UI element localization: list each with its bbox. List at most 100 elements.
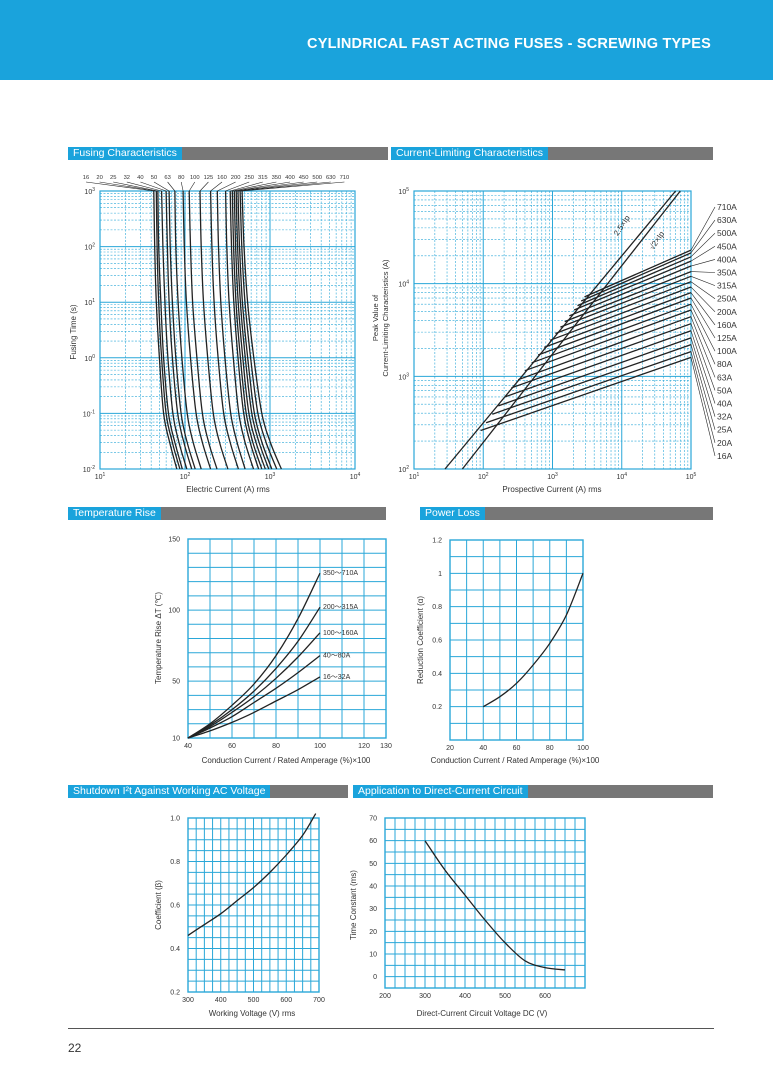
label-leader-line bbox=[690, 316, 716, 378]
label-leader-line bbox=[153, 181, 170, 192]
chart-temperature bbox=[187, 538, 387, 739]
x-tick-label: 40 bbox=[184, 743, 192, 750]
y-axis-title: Current-Limiting Characteristics (A) bbox=[381, 259, 390, 377]
x-tick-label: 200 bbox=[379, 993, 391, 1000]
label-leader-line bbox=[210, 181, 223, 192]
x-tick-label: 105 bbox=[686, 472, 697, 481]
section-title: Application to Direct-Current Circuit bbox=[353, 785, 528, 798]
series-label: 16A bbox=[717, 451, 732, 461]
series-label: 350～710A bbox=[323, 570, 358, 577]
x-tick-label: 400 bbox=[459, 993, 471, 1000]
chart-shutdown bbox=[187, 813, 320, 993]
fusing-curve bbox=[160, 190, 188, 470]
label-leader-line bbox=[690, 357, 716, 456]
section-header-dc: Application to Direct-Current Circuit bbox=[353, 785, 713, 798]
x-tick-label: 120 bbox=[358, 743, 370, 750]
guide-line bbox=[461, 190, 681, 470]
fusing-top-label: 32 bbox=[124, 175, 130, 181]
series-label: 20A bbox=[717, 438, 732, 448]
label-leader-line bbox=[199, 181, 209, 192]
limiting-curve bbox=[517, 316, 692, 381]
fusing-top-label: 40 bbox=[137, 175, 143, 181]
fusing-curve bbox=[233, 190, 266, 470]
fusing-top-label: 20 bbox=[96, 175, 102, 181]
series-label: 100A bbox=[717, 346, 737, 356]
fusing-curve bbox=[229, 190, 260, 470]
x-tick-label: 600 bbox=[539, 993, 551, 1000]
header-banner: CYLINDRICAL FAST ACTING FUSES - SCREWING… bbox=[0, 0, 773, 80]
series-label: 400A bbox=[717, 254, 737, 264]
y-tick-label: 102 bbox=[84, 243, 95, 252]
y-axis-title: Temperature Rise ΔT (℃) bbox=[154, 592, 163, 684]
temperature-curve bbox=[187, 606, 321, 739]
fusing-top-label: 200 bbox=[231, 175, 241, 181]
x-tick-label: 400 bbox=[215, 997, 227, 1004]
y-axis-title: Reduction Coefficient (α) bbox=[416, 596, 425, 684]
limiting-curve bbox=[485, 350, 692, 424]
fusing-top-label: 63 bbox=[164, 175, 170, 181]
series-label: 32A bbox=[717, 412, 732, 422]
y-tick-label: 0.8 bbox=[170, 859, 180, 866]
label-leader-line bbox=[217, 181, 236, 192]
limiting-curve bbox=[480, 356, 692, 432]
series-label: 200～315A bbox=[323, 604, 358, 611]
fusing-top-label: 25 bbox=[110, 175, 116, 181]
fusing-curve bbox=[157, 190, 183, 470]
x-tick-label: 40 bbox=[479, 745, 487, 752]
limiting-curve bbox=[573, 260, 692, 311]
label-leader-line bbox=[690, 206, 716, 251]
fusing-curve bbox=[188, 190, 218, 470]
limiting-curve bbox=[549, 286, 692, 341]
x-tick-label: 102 bbox=[478, 472, 489, 481]
label-leader-line bbox=[690, 271, 716, 273]
x-tick-label: 104 bbox=[350, 472, 361, 481]
limiting-curve bbox=[511, 323, 692, 389]
section-header-temperature: Temperature Rise bbox=[68, 507, 386, 520]
fusing-curve bbox=[168, 190, 196, 470]
x-tick-label: 101 bbox=[95, 472, 106, 481]
y-axis-title: Time Constant (ms) bbox=[349, 870, 358, 940]
series-label: 40～80A bbox=[323, 653, 351, 660]
y-tick-label: 70 bbox=[369, 816, 377, 823]
y-axis-title: Peak Value of bbox=[371, 294, 380, 341]
fusing-curve bbox=[182, 190, 212, 470]
section-title: Power Loss bbox=[420, 507, 485, 520]
label-leader-line bbox=[690, 276, 716, 286]
limiting-curve bbox=[577, 256, 692, 307]
fusing-curve bbox=[216, 190, 246, 470]
y-tick-label: 60 bbox=[369, 838, 377, 845]
fusing-top-label: 315 bbox=[258, 175, 268, 181]
fusing-top-label: 450 bbox=[299, 175, 309, 181]
y-tick-label: 20 bbox=[369, 929, 377, 936]
fusing-top-label: 50 bbox=[151, 175, 157, 181]
series-label: 25A bbox=[717, 425, 732, 435]
section-header-shutdown: Shutdown I²t Against Working AC Voltage bbox=[68, 785, 348, 798]
x-axis-title: Conduction Current / Rated Amperage (%)×… bbox=[431, 756, 600, 765]
fusing-top-label: 125 bbox=[204, 175, 214, 181]
x-tick-label: 101 bbox=[409, 472, 420, 481]
label-leader-line bbox=[690, 292, 716, 326]
y-tick-label: 104 bbox=[398, 280, 409, 289]
y-tick-label: 150 bbox=[168, 537, 180, 544]
x-tick-label: 60 bbox=[513, 745, 521, 752]
label-leader-line bbox=[225, 181, 250, 192]
limiting-curve bbox=[537, 297, 692, 356]
y-tick-label: 101 bbox=[84, 298, 95, 307]
limiting-curve bbox=[504, 330, 692, 398]
fusing-top-label: 80 bbox=[178, 175, 184, 181]
temperature-curve bbox=[187, 676, 321, 739]
x-tick-label: 103 bbox=[547, 472, 558, 481]
x-axis-title: Conduction Current / Rated Amperage (%)×… bbox=[202, 756, 371, 765]
limiting-curve bbox=[524, 309, 692, 372]
label-leader-line bbox=[234, 181, 291, 192]
x-tick-label: 104 bbox=[616, 472, 627, 481]
label-leader-line bbox=[242, 181, 345, 192]
fusing-curve bbox=[224, 190, 255, 470]
y-tick-label: 103 bbox=[84, 187, 95, 196]
fusing-top-label: 100 bbox=[190, 175, 200, 181]
y-tick-label: 10 bbox=[369, 952, 377, 959]
plot-frame bbox=[187, 538, 387, 739]
y-tick-label: 30 bbox=[369, 906, 377, 913]
plot-frame bbox=[449, 539, 584, 741]
